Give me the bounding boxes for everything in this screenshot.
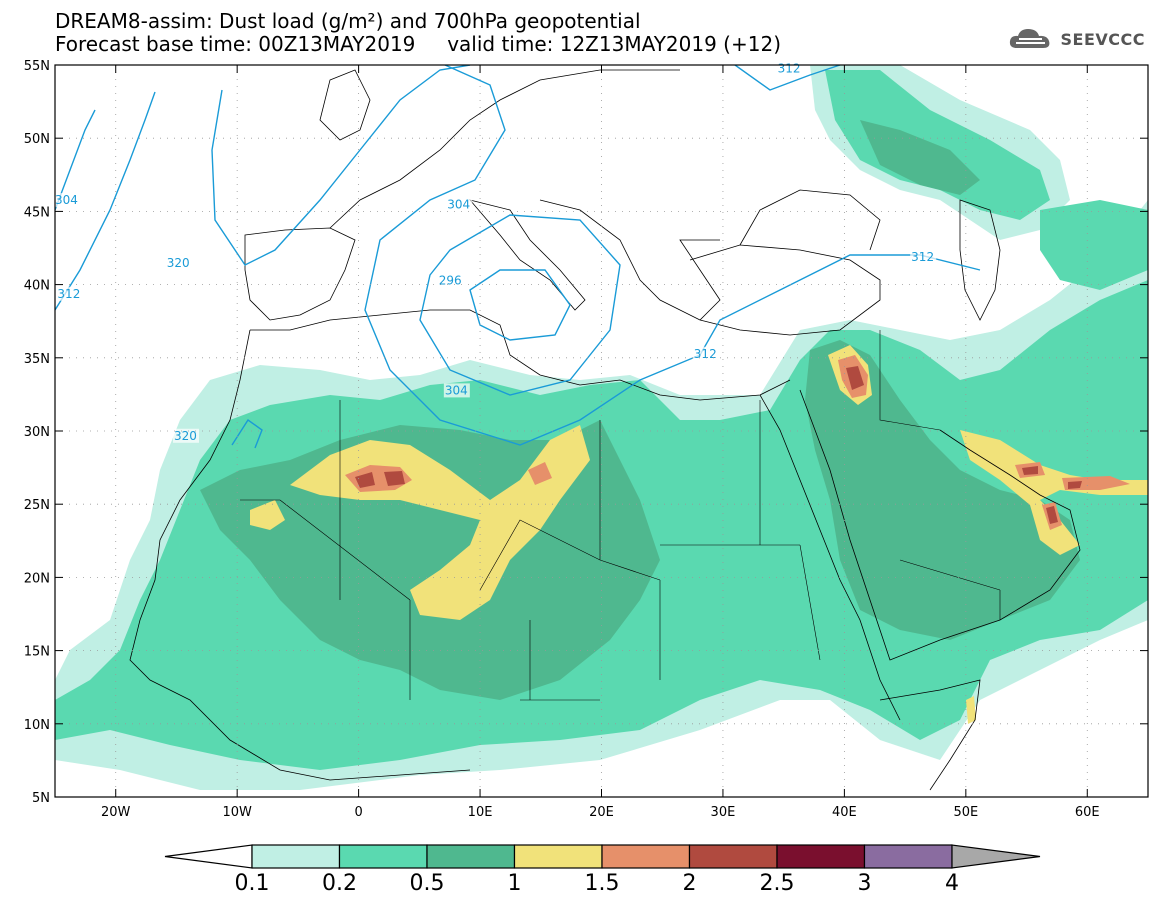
y-tick-label: 10N bbox=[24, 718, 50, 733]
y-tick-label: 35N bbox=[24, 352, 50, 367]
coastline-turkey bbox=[689, 244, 881, 336]
coastline-balkans bbox=[539, 199, 721, 321]
dust-region-small bbox=[966, 696, 976, 724]
coastline-uk bbox=[319, 69, 371, 141]
brand-name: SEEVCCC bbox=[1060, 29, 1145, 49]
contour-label: 304 bbox=[55, 193, 78, 207]
dust-region-1-sahara-w bbox=[250, 500, 285, 530]
contour-label: 320 bbox=[174, 429, 197, 443]
coastline-north-africa bbox=[250, 309, 791, 401]
contour-label-bg bbox=[165, 256, 192, 271]
coastline-iberia bbox=[244, 227, 356, 321]
dust-layer bbox=[55, 65, 1148, 790]
contour-304-ring bbox=[419, 214, 621, 396]
border-lines bbox=[240, 330, 1001, 701]
x-tick-label: 0 bbox=[354, 805, 362, 820]
coastline-italy bbox=[468, 199, 586, 311]
contour-312-west bbox=[55, 91, 156, 311]
contour-label-bg bbox=[692, 346, 719, 361]
dust-region-2-c bbox=[1022, 466, 1082, 524]
x-tick-label: 60E bbox=[1075, 805, 1100, 820]
x-tick-label: 40E bbox=[832, 805, 857, 820]
dust-region-0.5-north bbox=[860, 120, 980, 195]
contour-label-bg bbox=[437, 273, 464, 288]
contour-label-bg bbox=[910, 250, 937, 265]
x-tick-label: 50E bbox=[953, 805, 978, 820]
dust-region-0.2-east bbox=[1040, 200, 1148, 290]
x-tick-label: 20E bbox=[589, 805, 614, 820]
contour-label-bg bbox=[443, 383, 470, 398]
contour-label: 304 bbox=[447, 197, 470, 211]
country-borders bbox=[129, 69, 1081, 791]
dust-region-2 bbox=[355, 471, 405, 488]
contour-320 bbox=[211, 65, 471, 266]
coastline-arabia bbox=[799, 389, 1081, 661]
x-tick-label: 10E bbox=[468, 805, 493, 820]
y-tick-label: 55N bbox=[24, 59, 50, 74]
contour-304-west bbox=[55, 109, 96, 211]
coastline-caspian bbox=[959, 199, 1001, 321]
y-tick-label: 50N bbox=[24, 132, 50, 147]
contour-labels: 312 304 312 320 304 296 312 312 304 320 bbox=[54, 61, 937, 443]
coastline-red-sea bbox=[759, 394, 901, 721]
contour-296-ring bbox=[469, 269, 571, 341]
y-tick-label: 5N bbox=[32, 791, 50, 806]
x-tick-label: 10W bbox=[222, 805, 252, 820]
y-tick-label: 45N bbox=[24, 205, 50, 220]
coastline-horn bbox=[879, 679, 981, 791]
contour-320-coast bbox=[231, 419, 263, 449]
contour-label-bg bbox=[446, 197, 473, 212]
coastline-west-africa bbox=[129, 329, 471, 781]
chart-subtitle: Forecast base time: 00Z13MAY2019 valid t… bbox=[55, 32, 781, 56]
contour-label: 312 bbox=[911, 250, 934, 264]
contour-label-bg bbox=[54, 193, 80, 208]
y-tick-label: 25N bbox=[24, 498, 50, 513]
contour-label: 320 bbox=[167, 256, 190, 270]
dust-region-1-gulf bbox=[960, 430, 1148, 555]
x-tick-label: 20W bbox=[101, 805, 131, 820]
contour-label-bg bbox=[173, 428, 200, 443]
brand-logo: SEEVCCC bbox=[1007, 26, 1146, 52]
y-tick-label: 40N bbox=[24, 279, 50, 294]
contour-label: 312 bbox=[57, 287, 80, 301]
dust-region-2-b bbox=[846, 366, 864, 390]
contour-label-bg bbox=[56, 286, 83, 301]
contour-label: 304 bbox=[445, 383, 468, 397]
axis-ticks: 20W 10W 0 10E 20E 30E 40E 50E 60E 55N 50N 45N 40N 35N… bbox=[24, 59, 1148, 820]
coastline-europe bbox=[329, 69, 680, 229]
contour-312-main bbox=[364, 65, 981, 446]
coastline-black-sea bbox=[739, 189, 881, 251]
chart-title: DREAM8-assim: Dust load (g/m²) and 700hP… bbox=[55, 9, 641, 33]
x-tick-label: 30E bbox=[711, 805, 736, 820]
y-tick-label: 20N bbox=[24, 571, 50, 586]
dust-region-1.5-b bbox=[528, 462, 552, 485]
contour-label: 312 bbox=[778, 61, 801, 75]
contour-label: 296 bbox=[439, 274, 462, 288]
geopotential-contours bbox=[55, 65, 981, 449]
dust-region-0.5-arabia bbox=[805, 340, 1080, 640]
contour-312-north-east bbox=[734, 65, 841, 91]
y-tick-label: 30N bbox=[24, 425, 50, 440]
cloud-icon bbox=[1009, 29, 1049, 48]
contour-label: 312 bbox=[694, 347, 717, 361]
y-tick-label: 15N bbox=[24, 645, 50, 660]
